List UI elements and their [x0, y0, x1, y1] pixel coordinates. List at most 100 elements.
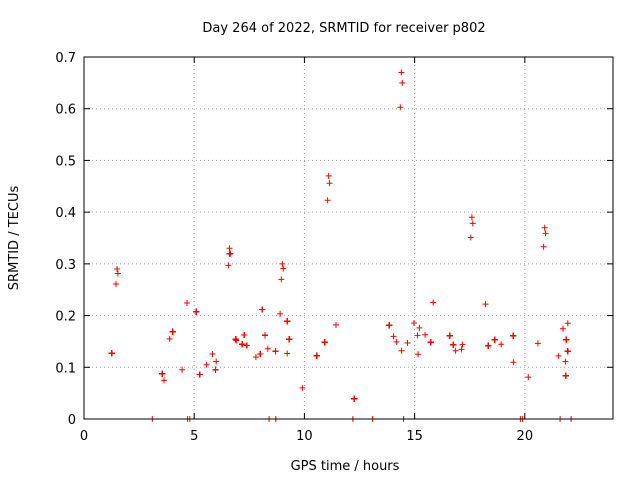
data-point — [159, 370, 166, 377]
data-point — [272, 348, 279, 355]
y-tick-label: 0.4 — [55, 206, 76, 221]
data-point — [259, 306, 266, 313]
data-point — [482, 301, 489, 308]
data-point — [491, 336, 498, 343]
data-point — [563, 336, 570, 343]
x-tick-label: 10 — [296, 429, 313, 444]
y-tick-label: 0.5 — [55, 154, 76, 169]
data-point — [459, 341, 466, 348]
data-point — [114, 270, 121, 277]
data-point — [525, 374, 532, 381]
data-point — [284, 318, 291, 325]
data-point — [279, 260, 286, 267]
data-point — [212, 366, 219, 373]
y-axis-label: SRMTID / TECUs — [7, 186, 22, 291]
data-point — [196, 371, 203, 378]
data-point — [108, 350, 115, 357]
data-point — [325, 172, 332, 179]
data-point — [209, 351, 216, 357]
y-tick-label: 0.6 — [55, 103, 76, 118]
data-point — [416, 324, 423, 331]
data-point — [324, 197, 331, 204]
data-point — [398, 347, 405, 354]
data-point — [398, 69, 405, 76]
x-axis-label: GPS time / hours — [291, 459, 400, 474]
data-point — [430, 299, 437, 306]
data-point — [277, 310, 284, 317]
data-point — [257, 351, 264, 357]
data-point — [542, 230, 549, 237]
data-point — [415, 351, 422, 358]
data-point — [193, 308, 200, 315]
data-point — [498, 341, 505, 348]
data-point — [446, 332, 453, 339]
data-point — [399, 79, 406, 86]
data-point — [213, 358, 220, 365]
data-point — [562, 372, 569, 379]
data-point — [452, 347, 459, 354]
data-point — [114, 266, 121, 272]
x-tick-label: 0 — [80, 429, 88, 444]
y-tick-label: 0 — [68, 413, 76, 428]
data-point — [113, 281, 119, 287]
data-point — [239, 341, 246, 348]
data-point — [390, 333, 397, 340]
data-point — [427, 339, 434, 346]
y-tick-label: 0.1 — [55, 361, 76, 376]
data-point — [333, 321, 339, 328]
plot-frame — [83, 56, 614, 420]
data-point — [169, 328, 176, 335]
data-point — [243, 342, 250, 349]
data-point — [458, 346, 465, 353]
data-point — [232, 336, 239, 343]
x-tick-label: 20 — [517, 429, 534, 444]
data-point — [468, 214, 475, 221]
data-point — [510, 359, 517, 366]
data-point — [262, 332, 268, 339]
data-point — [564, 348, 571, 355]
data-points — [108, 69, 575, 422]
data-point — [278, 276, 285, 283]
data-point — [510, 332, 517, 339]
data-point — [540, 243, 547, 250]
data-point — [179, 366, 186, 373]
data-point — [233, 337, 240, 344]
data-point — [397, 104, 404, 111]
chart-title: Day 264 of 2022, SRMTID for receiver p80… — [202, 21, 485, 36]
data-point — [264, 345, 271, 352]
x-tick-label: 5 — [190, 429, 198, 444]
data-point — [313, 352, 320, 359]
data-point — [404, 340, 411, 346]
data-point — [161, 377, 167, 384]
data-point — [469, 220, 476, 227]
y-tick-label: 0.3 — [55, 258, 76, 273]
data-point — [560, 325, 566, 332]
data-point — [286, 336, 293, 343]
data-point — [386, 322, 393, 329]
data-point — [467, 234, 474, 241]
data-point — [227, 250, 234, 257]
data-point — [284, 350, 291, 357]
axis-ticks: 0 0.1 0.2 0.3 0.4 0.5 0.6 0.7 0 5 10 15 20 — [55, 51, 613, 444]
data-point — [326, 180, 333, 187]
data-point — [351, 395, 358, 402]
data-point — [534, 340, 541, 347]
data-point — [203, 361, 210, 368]
data-point — [541, 224, 548, 231]
data-point — [321, 339, 328, 346]
data-point — [393, 338, 400, 345]
data-point — [225, 262, 232, 269]
x-tick-label: 15 — [406, 429, 423, 444]
data-point — [252, 354, 259, 361]
data-point — [280, 265, 287, 272]
data-point — [166, 335, 173, 342]
data-point — [564, 320, 571, 327]
data-point — [414, 332, 421, 339]
data-point — [450, 341, 457, 348]
data-point — [562, 358, 569, 365]
data-point — [184, 300, 190, 306]
data-point — [411, 320, 417, 326]
data-point — [555, 352, 562, 359]
data-point — [299, 384, 306, 391]
